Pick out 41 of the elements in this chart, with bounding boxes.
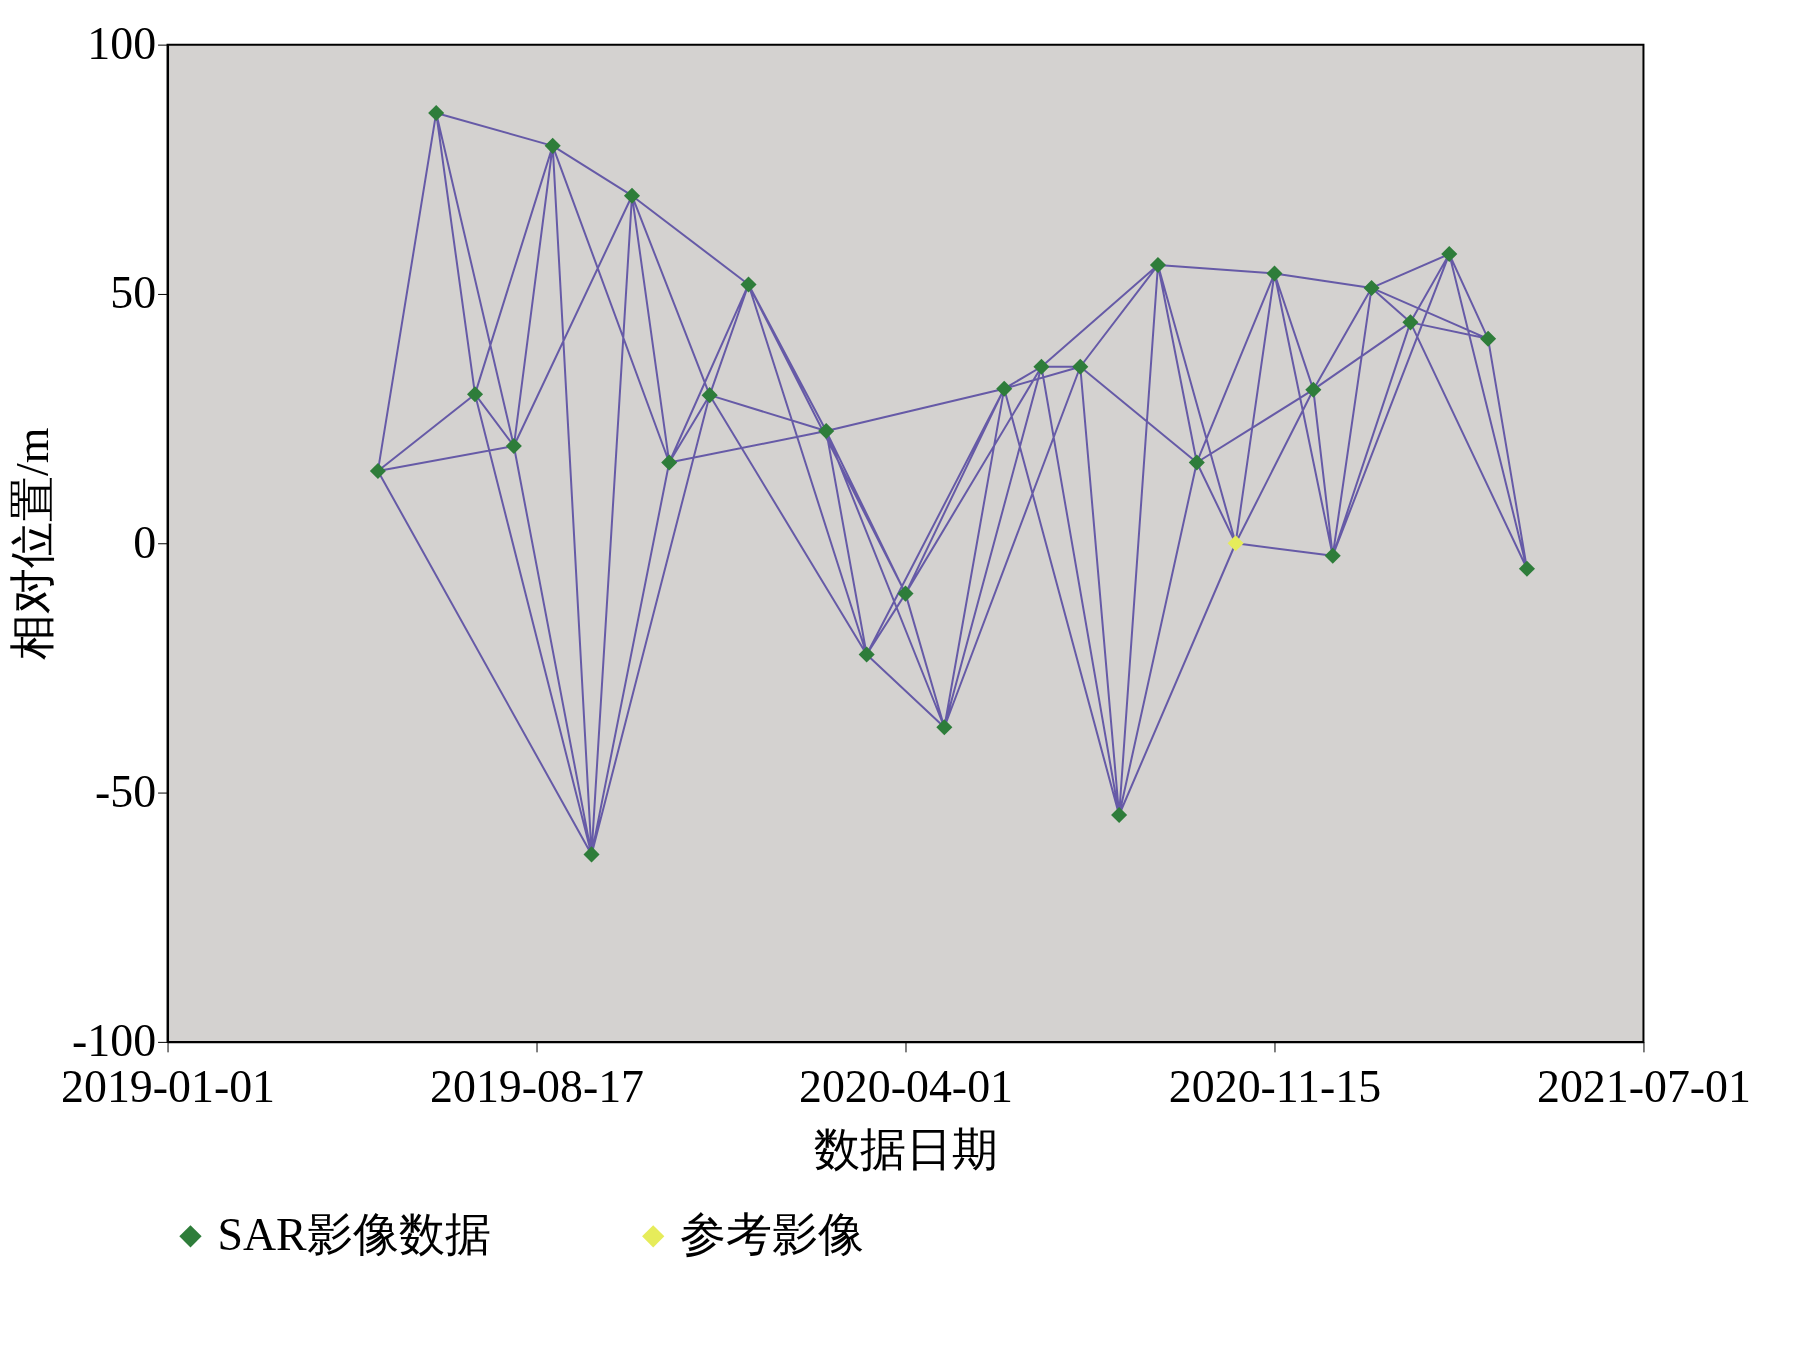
point xyxy=(428,104,445,121)
point xyxy=(1227,535,1244,552)
point xyxy=(661,454,678,471)
y-tick-label: -50 xyxy=(94,766,157,818)
point xyxy=(818,423,835,440)
y-axis-title: 相对位置/m xyxy=(7,427,59,660)
point xyxy=(505,437,522,455)
point xyxy=(583,846,600,863)
point xyxy=(740,276,757,293)
legend-label: 参考影像 xyxy=(680,1209,865,1261)
point xyxy=(1072,358,1089,375)
x-tick-label: 2020-11-15 xyxy=(1168,1061,1382,1113)
y-tick-label: 50 xyxy=(110,267,157,319)
y-tick-label: 100 xyxy=(87,18,157,70)
point xyxy=(1324,547,1341,564)
x-tick-label: 2021-07-01 xyxy=(1536,1061,1751,1113)
point xyxy=(544,137,561,154)
point xyxy=(996,380,1013,397)
x-axis-title: 数据日期 xyxy=(814,1124,998,1176)
point xyxy=(623,187,641,204)
point xyxy=(701,387,718,404)
point xyxy=(897,585,914,602)
point xyxy=(466,386,484,403)
x-tick-label: 2020-04-01 xyxy=(799,1061,1013,1113)
point xyxy=(1033,358,1050,375)
point xyxy=(1402,314,1419,331)
y-tick-label: 0 xyxy=(133,516,157,568)
point xyxy=(1149,256,1166,274)
point xyxy=(1305,381,1322,398)
point xyxy=(1441,246,1458,263)
point xyxy=(369,462,386,479)
point xyxy=(936,719,953,736)
point xyxy=(1363,279,1380,296)
point xyxy=(1188,454,1205,471)
point xyxy=(858,646,875,663)
legend-label: SAR影像数据 xyxy=(217,1209,491,1261)
point xyxy=(1266,265,1283,282)
point xyxy=(1480,330,1497,347)
point xyxy=(1111,806,1128,824)
x-tick-label: 2019-08-17 xyxy=(430,1061,645,1113)
point xyxy=(1518,560,1535,577)
